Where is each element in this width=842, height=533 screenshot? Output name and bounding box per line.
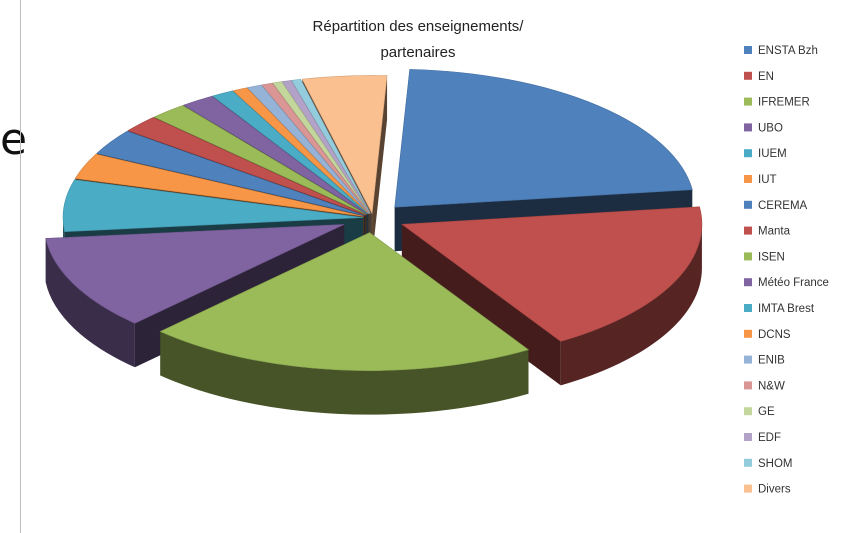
legend-label: CEREMA — [758, 200, 808, 212]
legend-swatch — [744, 97, 752, 106]
legend-swatch — [744, 484, 752, 493]
legend-item-iuem: IUEM — [744, 148, 787, 160]
legend-item-ubo: UBO — [744, 122, 783, 134]
legend-swatch — [744, 226, 752, 235]
legend-swatch — [744, 381, 752, 390]
legend-swatch — [744, 304, 752, 312]
pie-slice-top — [74, 153, 364, 217]
legend-item-en: EN — [744, 71, 774, 83]
pie-slice-top — [394, 69, 693, 208]
legend-label: ISEN — [758, 251, 785, 263]
legend-label: Météo France — [758, 277, 829, 289]
chart-legend: ENSTA Bzh EN IFREMER UBO IUEM IUT CEREMA Manta I… — [744, 45, 829, 496]
pie-slice-top — [127, 117, 366, 216]
pie-slice-top — [261, 82, 370, 214]
legend-swatch — [744, 355, 752, 364]
legend-swatch — [744, 123, 752, 132]
legend-label: IFREMER — [758, 97, 810, 109]
legend-item-divers: Divers — [744, 484, 791, 496]
legend-label: IUT — [758, 174, 777, 186]
legend-label: UBO — [758, 122, 783, 134]
legend-swatch — [744, 200, 752, 209]
legend-item-enib: ENIB — [744, 355, 785, 367]
legend-item-manta: Manta — [744, 226, 791, 238]
chart-title-line-2: partenaires — [380, 44, 455, 61]
pie-slice-top — [182, 95, 368, 215]
legend-label: Divers — [758, 484, 791, 496]
legend-label: EDF — [758, 432, 781, 444]
pie-slice-ifremer — [159, 232, 530, 415]
legend-label: DCNS — [758, 329, 791, 341]
legend-item-imta-brest: IMTA Brest — [744, 303, 815, 315]
legend-label: EN — [758, 71, 774, 83]
legend-label: ENSTA Bzh — [758, 45, 818, 57]
legend-item-edf: EDF — [744, 432, 781, 444]
legend-item-n-w: N&W — [744, 380, 785, 392]
pie-slice-side — [45, 238, 135, 368]
legend-swatch — [744, 407, 752, 416]
pie-slice-top — [246, 84, 370, 214]
legend-swatch — [744, 71, 752, 80]
pie-chart: Répartition des enseignements/ partenair… — [45, 18, 829, 496]
pie-slice-side — [560, 224, 702, 386]
legend-swatch — [744, 252, 752, 261]
legend-item-ifremer: IFREMER — [744, 97, 810, 109]
pie-slice-top — [159, 232, 530, 371]
pie-slice-top — [45, 224, 345, 324]
legend-item-shom: SHOM — [744, 458, 793, 470]
legend-item-iut: IUT — [744, 174, 777, 186]
legend-swatch — [744, 329, 752, 338]
legend-item-cerema: CEREMA — [744, 200, 808, 212]
legend-swatch — [744, 433, 752, 441]
legend-label: IMTA Brest — [758, 303, 815, 315]
legend-label: N&W — [758, 380, 785, 392]
pie-slice-side — [160, 331, 529, 415]
legend-swatch — [744, 149, 752, 158]
pie-slices — [45, 69, 703, 415]
legend-label: GE — [758, 406, 775, 418]
pie-slice-top — [153, 105, 367, 215]
legend-item-isen: ISEN — [744, 251, 785, 263]
pie-slice-wall — [372, 75, 388, 258]
pie-slice-top — [62, 179, 364, 232]
chart-title: Répartition des enseignements/ partenair… — [313, 18, 525, 61]
chart-title-line-1: Répartition des enseignements/ — [313, 18, 525, 35]
legend-swatch — [744, 175, 752, 183]
legend-item-ensta-bzh: ENSTA Bzh — [744, 45, 818, 57]
legend-label: SHOM — [758, 458, 793, 470]
legend-item-meteo-france: Météo France — [744, 277, 829, 289]
pie-slice-top — [211, 90, 369, 215]
pie-slice-top — [232, 87, 369, 215]
legend-swatch — [744, 278, 752, 287]
legend-swatch — [744, 458, 752, 467]
stray-letter: e — [0, 114, 28, 165]
legend-item-dcns: DCNS — [744, 329, 791, 341]
legend-label: ENIB — [758, 355, 785, 367]
legend-label: IUEM — [758, 148, 787, 160]
pie-slice-top — [301, 75, 388, 215]
pie-slice-top — [401, 206, 703, 342]
legend-label: Manta — [758, 226, 791, 238]
legend-swatch — [744, 46, 752, 54]
legend-item-ge: GE — [744, 406, 775, 418]
chart-panel: Répartition des enseignements/ partenair… — [20, 0, 842, 533]
pie-slice-top — [96, 130, 365, 216]
